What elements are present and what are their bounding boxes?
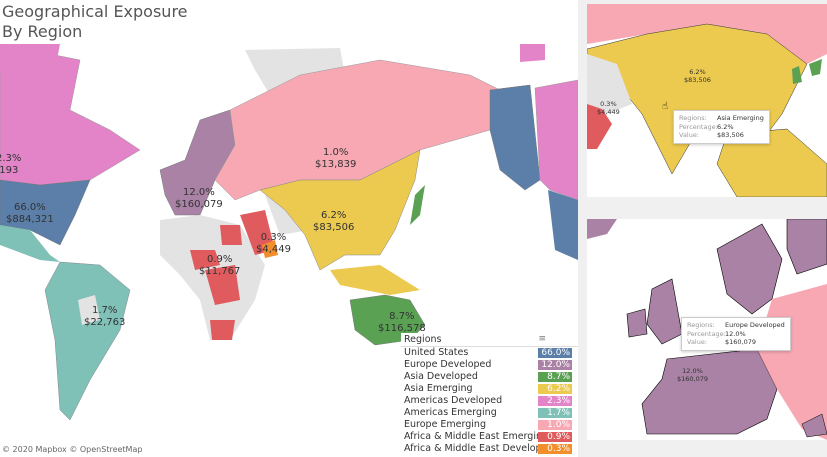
legend-swatch: 12.0%: [538, 360, 572, 370]
map-attribution: © 2020 Mapbox © OpenStreetMap: [2, 445, 143, 454]
main-map-view: Geographical Exposure By Region: [0, 0, 578, 457]
legend-item-label: Americas Emerging: [404, 407, 497, 418]
legend-item[interactable]: Europe Emerging 1.0%: [401, 419, 578, 431]
legend-title: Regions: [404, 334, 442, 345]
map-label-africa-me-emerging: 0.9% $11,767: [199, 254, 241, 277]
legend-swatch: 0.3%: [538, 444, 572, 454]
title-line-1: Geographical Exposure: [2, 2, 188, 21]
asia-tooltip: Regions: Asia Emerging Percentage:6.2% Va…: [673, 110, 770, 144]
world-map[interactable]: [0, 44, 578, 457]
legend-item-label: Europe Developed: [404, 359, 492, 370]
map-label-europe-emerging: 1.0% $13,839: [315, 147, 357, 170]
legend-swatch: 1.7%: [538, 408, 572, 418]
legend-item-label: Americas Developed: [404, 395, 503, 406]
legend-item[interactable]: Africa & Middle East Emerging 0.9%: [401, 431, 578, 443]
asia-zoom-panel: 6.2% $83,506 0.3% $4,449 ☝ Regions: Asia Em…: [587, 4, 827, 197]
legend-item[interactable]: Asia Emerging 6.2%: [401, 383, 578, 395]
sort-icon[interactable]: ≡: [538, 334, 546, 344]
asia-panel-small-label: 0.3% $4,449: [597, 100, 620, 116]
map-label-americas-emerging: 1.7% $22,763: [84, 305, 126, 328]
legend-swatch: 1.0%: [538, 420, 572, 430]
asia-panel-label: 6.2% $83,506: [684, 68, 711, 84]
map-label-americas-developed: 2.3%$50,193: [0, 153, 22, 176]
legend-item-label: Asia Emerging: [404, 383, 473, 394]
map-label-asia-emerging: 6.2% $83,506: [313, 210, 355, 233]
legend-swatch: 0.9%: [538, 432, 572, 442]
legend-swatch: 8.7%: [538, 372, 572, 382]
legend-swatch: 2.3%: [538, 396, 572, 406]
map-label-africa-me-developed: 0.3% $4,449: [256, 232, 291, 255]
legend-item[interactable]: Europe Developed 12.0%: [401, 359, 578, 371]
legend-item[interactable]: Asia Developed 8.7%: [401, 371, 578, 383]
hand-cursor-icon: ☝: [662, 101, 669, 112]
legend-item-label: United States: [404, 347, 469, 358]
europe-panel-label: 12.0% $160,079: [677, 367, 709, 383]
legend-item[interactable]: Africa & Middle East Developed 0.3%: [401, 443, 578, 455]
legend-item[interactable]: Americas Emerging 1.7%: [401, 407, 578, 419]
legend-item-label: Asia Developed: [404, 371, 478, 382]
map-label-united-states: 66.0% $884,321: [6, 202, 54, 225]
map-label-asia-developed: 8.7% $116,578: [378, 311, 426, 334]
europe-zoom-panel: 12.0% $160,079 Regions: Europe Developed P…: [587, 219, 827, 440]
title-line-2: By Region: [2, 22, 83, 41]
legend-swatch: 66.0%: [538, 348, 572, 358]
regions-legend: Regions ≡ United States 66.0% Europe Devel…: [401, 333, 578, 455]
page-title: Geographical Exposure By Region: [2, 2, 188, 42]
asia-zoom-map[interactable]: [587, 4, 827, 197]
legend-item-label: Africa & Middle East Developed: [404, 443, 554, 454]
legend-item-label: Africa & Middle East Emerging: [404, 431, 549, 442]
legend-item[interactable]: United States 66.0%: [401, 347, 578, 359]
europe-tooltip: Regions: Europe Developed Percentage:12.0…: [681, 317, 791, 351]
legend-item-label: Europe Emerging: [404, 419, 486, 430]
legend-header: Regions ≡: [401, 333, 578, 347]
map-label-europe-developed: 12.0% $160,079: [175, 187, 223, 210]
legend-swatch: 6.2%: [538, 384, 572, 394]
legend-item[interactable]: Americas Developed 2.3%: [401, 395, 578, 407]
